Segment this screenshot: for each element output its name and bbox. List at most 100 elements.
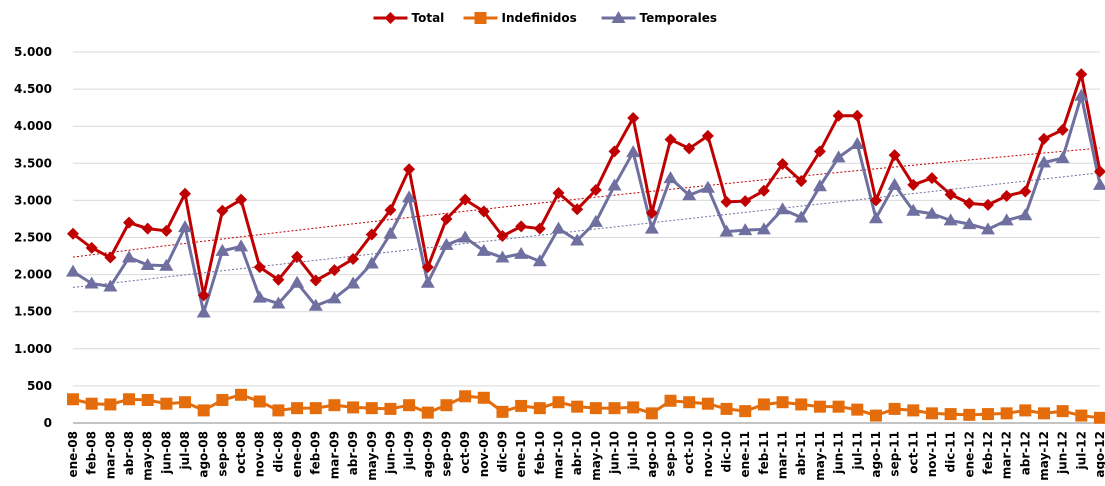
marker bbox=[216, 393, 229, 406]
marker bbox=[477, 391, 490, 404]
marker bbox=[533, 402, 546, 415]
marker bbox=[159, 258, 174, 271]
x-tick-label: jun-12 bbox=[1056, 431, 1070, 475]
y-tick-label: 3.000 bbox=[14, 193, 52, 207]
x-tick-label: oct-09 bbox=[458, 431, 472, 474]
marker bbox=[514, 246, 529, 259]
marker bbox=[196, 305, 211, 318]
x-tick-label: ago-09 bbox=[421, 431, 435, 478]
marker bbox=[160, 397, 173, 410]
x-tick-label: ene-11 bbox=[738, 431, 752, 478]
x-tick-label: ago-12 bbox=[1093, 431, 1105, 478]
marker bbox=[1019, 185, 1032, 198]
x-tick-label: jul-11 bbox=[850, 431, 864, 470]
marker bbox=[440, 212, 453, 225]
marker bbox=[1037, 132, 1050, 145]
x-tick-label: jun-11 bbox=[832, 431, 846, 475]
marker bbox=[1075, 68, 1088, 81]
series-line bbox=[72, 68, 1102, 296]
y-tick-label: 1.500 bbox=[14, 305, 52, 319]
marker bbox=[981, 408, 994, 421]
marker bbox=[701, 397, 714, 410]
x-tick-label: sep-11 bbox=[888, 431, 902, 477]
marker bbox=[496, 230, 509, 243]
marker bbox=[346, 276, 361, 289]
y-tick-label: 4.500 bbox=[14, 82, 52, 96]
marker bbox=[943, 213, 958, 226]
marker bbox=[178, 220, 193, 233]
marker bbox=[1094, 411, 1105, 424]
marker bbox=[888, 149, 901, 162]
marker bbox=[888, 402, 901, 415]
marker bbox=[627, 401, 640, 414]
x-tick-label: jul-09 bbox=[402, 431, 416, 470]
x-tick-label: oct-08 bbox=[234, 431, 248, 474]
x-tick-label: jul-10 bbox=[626, 431, 640, 470]
marker bbox=[403, 163, 416, 176]
x-tick-label: sep-10 bbox=[664, 431, 678, 477]
marker bbox=[234, 239, 249, 252]
x-tick-label: jun-09 bbox=[383, 431, 397, 475]
marker bbox=[813, 145, 826, 158]
y-tick-label: 0 bbox=[44, 416, 52, 430]
marker bbox=[683, 142, 696, 155]
marker bbox=[981, 198, 994, 211]
marker bbox=[589, 402, 602, 415]
marker bbox=[738, 223, 753, 236]
y-tick-label: 2.500 bbox=[14, 231, 52, 245]
x-tick-label: oct-11 bbox=[906, 431, 920, 474]
x-tick-label: ene-10 bbox=[514, 431, 528, 478]
marker bbox=[476, 243, 491, 256]
marker bbox=[588, 214, 603, 227]
marker bbox=[664, 394, 677, 407]
marker bbox=[1000, 407, 1013, 420]
x-tick-label: nov-09 bbox=[477, 431, 491, 477]
marker bbox=[495, 250, 510, 263]
marker bbox=[515, 220, 528, 233]
marker bbox=[980, 222, 995, 235]
marker bbox=[272, 273, 285, 286]
marker bbox=[1075, 409, 1088, 422]
x-tick-label: ene-08 bbox=[66, 431, 80, 478]
marker bbox=[1056, 123, 1069, 136]
marker bbox=[1000, 189, 1013, 202]
marker bbox=[571, 400, 584, 413]
x-tick-label: mar-08 bbox=[103, 431, 117, 479]
marker bbox=[664, 133, 677, 146]
marker bbox=[515, 399, 528, 412]
x-tick-label: sep-08 bbox=[215, 431, 229, 477]
x-tick-label: may-09 bbox=[365, 431, 379, 481]
x-tick-label: may-10 bbox=[589, 431, 603, 481]
marker bbox=[252, 290, 267, 303]
marker bbox=[122, 250, 137, 263]
y-tick-label: 3.500 bbox=[14, 156, 52, 170]
marker bbox=[85, 397, 98, 410]
marker bbox=[832, 400, 845, 413]
marker bbox=[626, 145, 641, 158]
x-tick-label: mar-11 bbox=[776, 431, 790, 479]
marker bbox=[459, 390, 472, 403]
marker bbox=[104, 398, 117, 411]
marker bbox=[608, 402, 621, 415]
marker bbox=[160, 224, 173, 237]
marker bbox=[1056, 405, 1069, 418]
marker bbox=[420, 275, 435, 288]
marker bbox=[776, 396, 789, 409]
marker bbox=[719, 224, 734, 237]
marker bbox=[611, 11, 626, 23]
x-tick-label: feb-08 bbox=[85, 431, 99, 475]
marker bbox=[328, 399, 341, 412]
marker bbox=[869, 409, 882, 422]
marker bbox=[141, 393, 154, 406]
x-tick-label: mar-10 bbox=[551, 431, 565, 479]
marker bbox=[459, 193, 472, 206]
x-tick-label: mar-12 bbox=[1000, 431, 1014, 479]
marker bbox=[402, 190, 417, 203]
marker bbox=[1094, 165, 1105, 178]
x-tick-label: jul-08 bbox=[178, 431, 192, 470]
marker bbox=[66, 264, 80, 277]
marker bbox=[907, 178, 920, 191]
marker bbox=[589, 184, 602, 197]
marker bbox=[440, 399, 453, 412]
marker bbox=[644, 221, 659, 234]
